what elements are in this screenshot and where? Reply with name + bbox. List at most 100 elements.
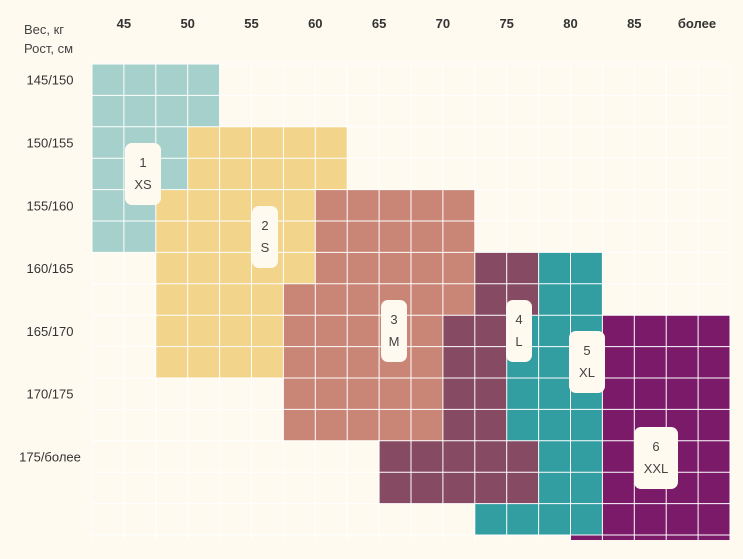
size-code: M bbox=[389, 334, 400, 349]
size-m-cell bbox=[411, 378, 443, 410]
size-m-cell bbox=[347, 189, 380, 221]
size-xs-cell bbox=[155, 126, 188, 159]
size-s-cell bbox=[219, 158, 252, 190]
badge-background bbox=[252, 206, 278, 268]
size-s-cell bbox=[155, 283, 188, 316]
size-s-cell bbox=[219, 221, 252, 253]
size-xxl-cell bbox=[666, 535, 699, 540]
size-m-cell bbox=[283, 378, 316, 410]
size-s-cell bbox=[187, 158, 220, 190]
size-l-cell bbox=[442, 472, 475, 504]
size-xxl-cell bbox=[634, 503, 667, 535]
size-l-cell bbox=[474, 315, 507, 347]
size-m-cell bbox=[379, 409, 411, 441]
height-label: 165/170 bbox=[27, 324, 74, 339]
size-l-cell bbox=[442, 315, 475, 347]
size-xs-cell bbox=[123, 64, 156, 96]
size-l-cell bbox=[506, 440, 539, 473]
size-l-cell bbox=[474, 378, 507, 410]
size-s-cell bbox=[251, 315, 284, 347]
size-code: XS bbox=[134, 177, 152, 192]
size-xxl-cell bbox=[602, 535, 635, 540]
size-m-cell bbox=[379, 378, 411, 410]
size-xxl-cell bbox=[698, 409, 730, 441]
size-xxl-cell bbox=[602, 378, 635, 410]
size-xs-cell bbox=[155, 95, 188, 127]
size-xs-cell bbox=[155, 158, 188, 190]
size-xl-cell bbox=[538, 378, 571, 410]
size-xxl-cell bbox=[602, 503, 635, 535]
size-s-cell bbox=[155, 221, 188, 253]
size-m-cell bbox=[347, 315, 380, 347]
size-xl-cell bbox=[570, 252, 603, 284]
size-xxl-cell bbox=[698, 346, 730, 378]
size-l-cell bbox=[379, 440, 411, 473]
size-badge-xs: 1 XS bbox=[125, 143, 161, 205]
size-m-cell bbox=[379, 252, 411, 284]
size-s-cell bbox=[283, 189, 316, 221]
size-m-cell bbox=[411, 283, 443, 316]
weight-label: 45 bbox=[117, 16, 131, 31]
size-m-cell bbox=[315, 315, 348, 347]
height-row-labels: 145/150 150/155 155/160 160/165 165/170 170/1… bbox=[19, 73, 81, 465]
size-xxl-cell bbox=[602, 409, 635, 441]
badge-background bbox=[381, 300, 407, 362]
size-badge-xxl: 6 XXL bbox=[634, 427, 678, 489]
size-l-cell bbox=[474, 409, 507, 441]
size-number: 4 bbox=[515, 312, 522, 327]
size-badge-m: 3M bbox=[381, 300, 407, 362]
size-s-cell bbox=[155, 252, 188, 284]
size-badge-s: 2S bbox=[252, 206, 278, 268]
size-s-cell bbox=[187, 189, 220, 221]
weight-label: 85 bbox=[627, 16, 641, 31]
size-xs-cell bbox=[92, 189, 124, 221]
size-badge-l: 4L bbox=[506, 300, 532, 362]
size-s-cell bbox=[251, 283, 284, 316]
size-xl-cell bbox=[506, 378, 539, 410]
weight-label: 50 bbox=[180, 16, 194, 31]
size-xxl-cell bbox=[698, 315, 730, 347]
height-label: 175/более bbox=[19, 450, 81, 465]
size-s-cell bbox=[283, 252, 316, 284]
size-xs-cell bbox=[92, 64, 124, 96]
size-m-cell bbox=[379, 189, 411, 221]
size-s-cell bbox=[283, 158, 316, 190]
size-number: 1 bbox=[139, 155, 146, 170]
size-m-cell bbox=[315, 189, 348, 221]
size-s-cell bbox=[187, 221, 220, 253]
size-xxl-cell bbox=[666, 378, 699, 410]
size-xl-cell bbox=[570, 283, 603, 316]
size-xxl-cell bbox=[634, 346, 667, 378]
size-l-cell bbox=[474, 252, 507, 284]
size-m-cell bbox=[411, 189, 443, 221]
size-s-cell bbox=[251, 126, 284, 159]
size-m-cell bbox=[283, 283, 316, 316]
badge-background bbox=[569, 331, 605, 393]
size-m-cell bbox=[347, 346, 380, 378]
size-m-cell bbox=[283, 409, 316, 441]
size-xxl-cell bbox=[698, 440, 730, 473]
size-xs-cell bbox=[187, 95, 220, 127]
size-l-cell bbox=[442, 378, 475, 410]
size-code: XL bbox=[579, 365, 595, 380]
size-number: 2 bbox=[261, 218, 268, 233]
size-xl-cell bbox=[538, 409, 571, 441]
size-xxl-cell bbox=[634, 315, 667, 347]
size-s-cell bbox=[187, 283, 220, 316]
size-s-cell bbox=[283, 221, 316, 253]
size-s-cell bbox=[155, 189, 188, 221]
size-xxl-cell bbox=[602, 472, 635, 504]
size-xxl-cell bbox=[698, 535, 730, 540]
size-m-cell bbox=[379, 221, 411, 253]
size-code: L bbox=[515, 334, 522, 349]
size-xxl-cell bbox=[634, 535, 667, 540]
size-s-cell bbox=[219, 189, 252, 221]
size-m-cell bbox=[283, 346, 316, 378]
height-label: 170/175 bbox=[27, 387, 74, 402]
size-s-cell bbox=[251, 158, 284, 190]
size-xl-cell bbox=[538, 472, 571, 504]
size-xl-cell bbox=[538, 315, 571, 347]
size-number: 3 bbox=[390, 312, 397, 327]
